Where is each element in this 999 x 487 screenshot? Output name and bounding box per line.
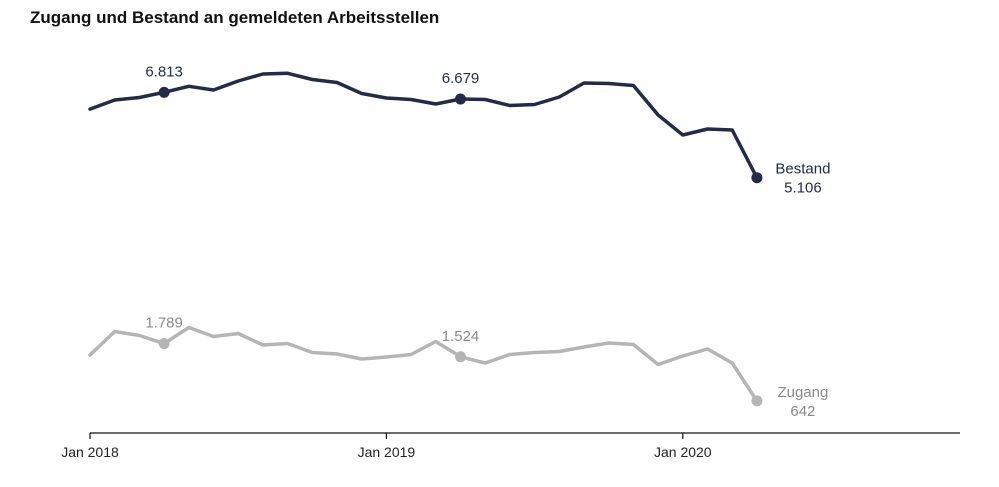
zugang-point-label: 1.789 — [145, 315, 183, 332]
label-layer: 6.813 6.679 Bestand 5.106 1.789 1.524 Zugang 64… — [145, 63, 830, 420]
x-tick-label: Jan 2020 — [654, 444, 712, 460]
zugang-end-value: 642 — [790, 403, 815, 420]
bestand-line — [88, 71, 759, 180]
bestand-point-label: 6.679 — [442, 70, 480, 87]
bestand-marker — [455, 93, 466, 105]
x-tick-label: Jan 2019 — [358, 444, 416, 460]
bestand-end-value: 5.106 — [784, 180, 822, 197]
zugang-end-marker — [751, 395, 763, 407]
bestand-marker — [158, 86, 170, 98]
x-axis: Jan 2018 Jan 2019 Jan 2020 — [61, 432, 960, 460]
bestand-series-name: Bestand — [775, 161, 830, 178]
chart-title: Zugang und Bestand an gemeldeten Arbeits… — [30, 8, 440, 27]
bestand-end-marker — [751, 172, 763, 184]
zugang-line — [88, 325, 759, 403]
zugang-marker — [158, 338, 170, 350]
zugang-series-name: Zugang — [777, 384, 828, 401]
zugang-point-label: 1.524 — [442, 328, 480, 345]
x-tick-label: Jan 2018 — [61, 444, 119, 460]
series-layer — [88, 71, 763, 407]
zugang-marker — [455, 351, 466, 363]
bestand-point-label: 6.813 — [145, 63, 183, 80]
